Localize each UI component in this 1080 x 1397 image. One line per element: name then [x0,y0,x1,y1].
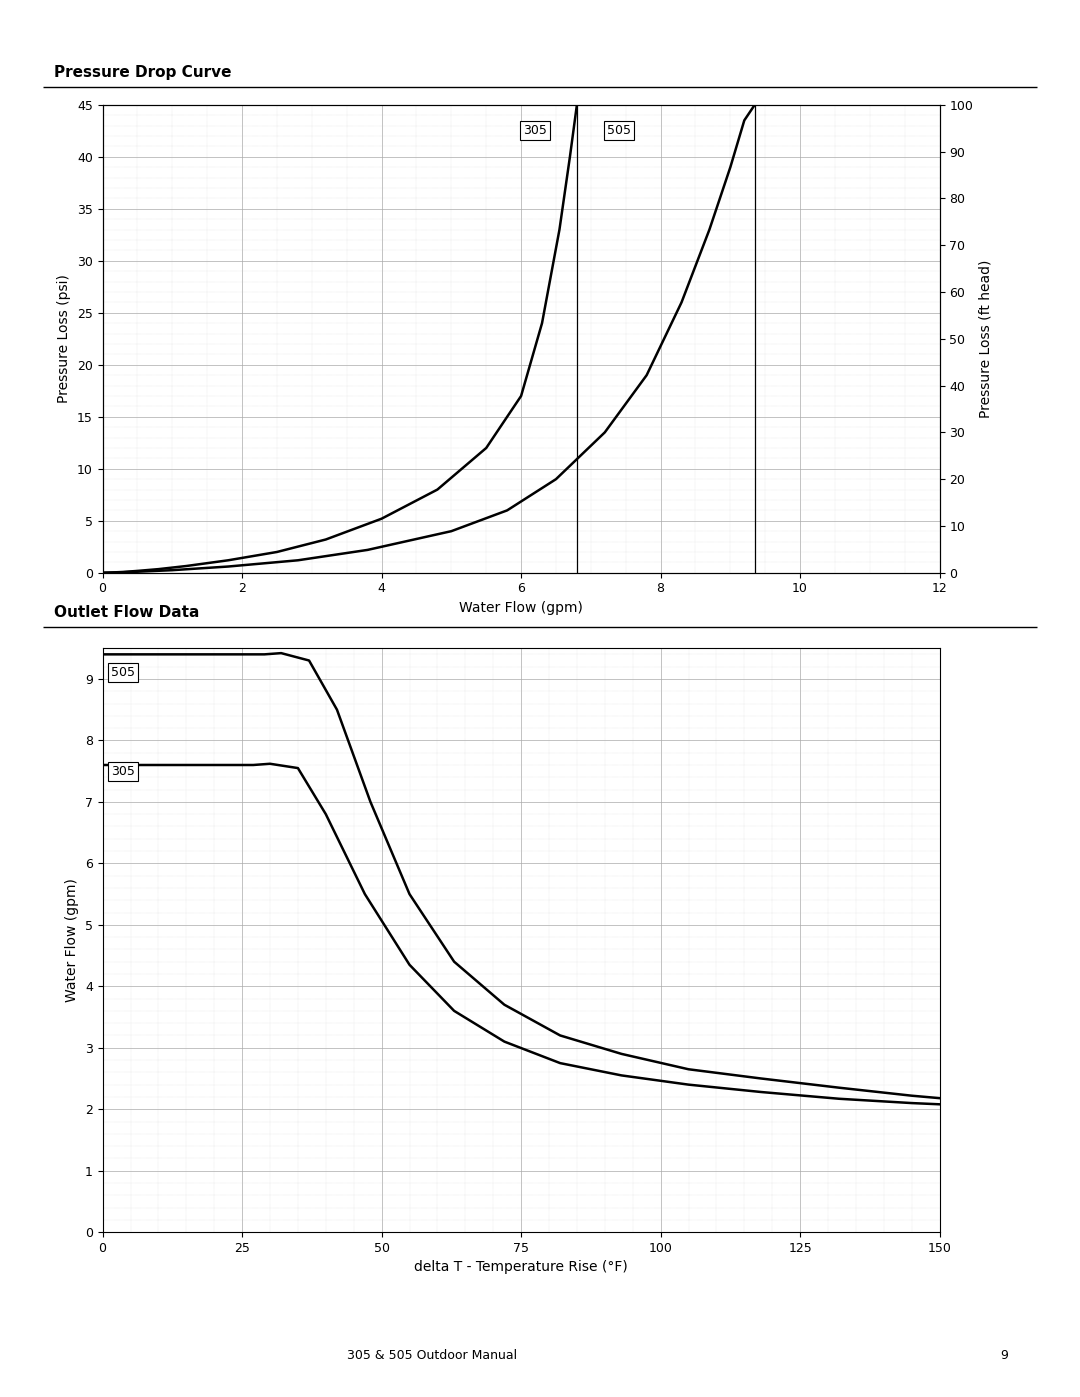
X-axis label: delta T - Temperature Rise (°F): delta T - Temperature Rise (°F) [415,1260,627,1274]
Text: Outlet Flow Data: Outlet Flow Data [54,605,200,620]
X-axis label: Water Flow (gpm): Water Flow (gpm) [459,601,583,615]
Y-axis label: Pressure Loss (ft head): Pressure Loss (ft head) [978,260,993,418]
Text: 305 & 505 Outdoor Manual: 305 & 505 Outdoor Manual [347,1348,517,1362]
Text: 9: 9 [1000,1348,1009,1362]
Text: TECHNICAL DATA: TECHNICAL DATA [461,21,619,39]
Text: 505: 505 [111,666,135,679]
Text: Pressure Drop Curve: Pressure Drop Curve [54,64,231,80]
Text: 305: 305 [523,124,546,137]
Text: 505: 505 [607,124,631,137]
Text: 305: 305 [111,764,135,778]
Y-axis label: Pressure Loss (psi): Pressure Loss (psi) [57,274,71,404]
Y-axis label: Water Flow (gpm): Water Flow (gpm) [65,879,79,1002]
